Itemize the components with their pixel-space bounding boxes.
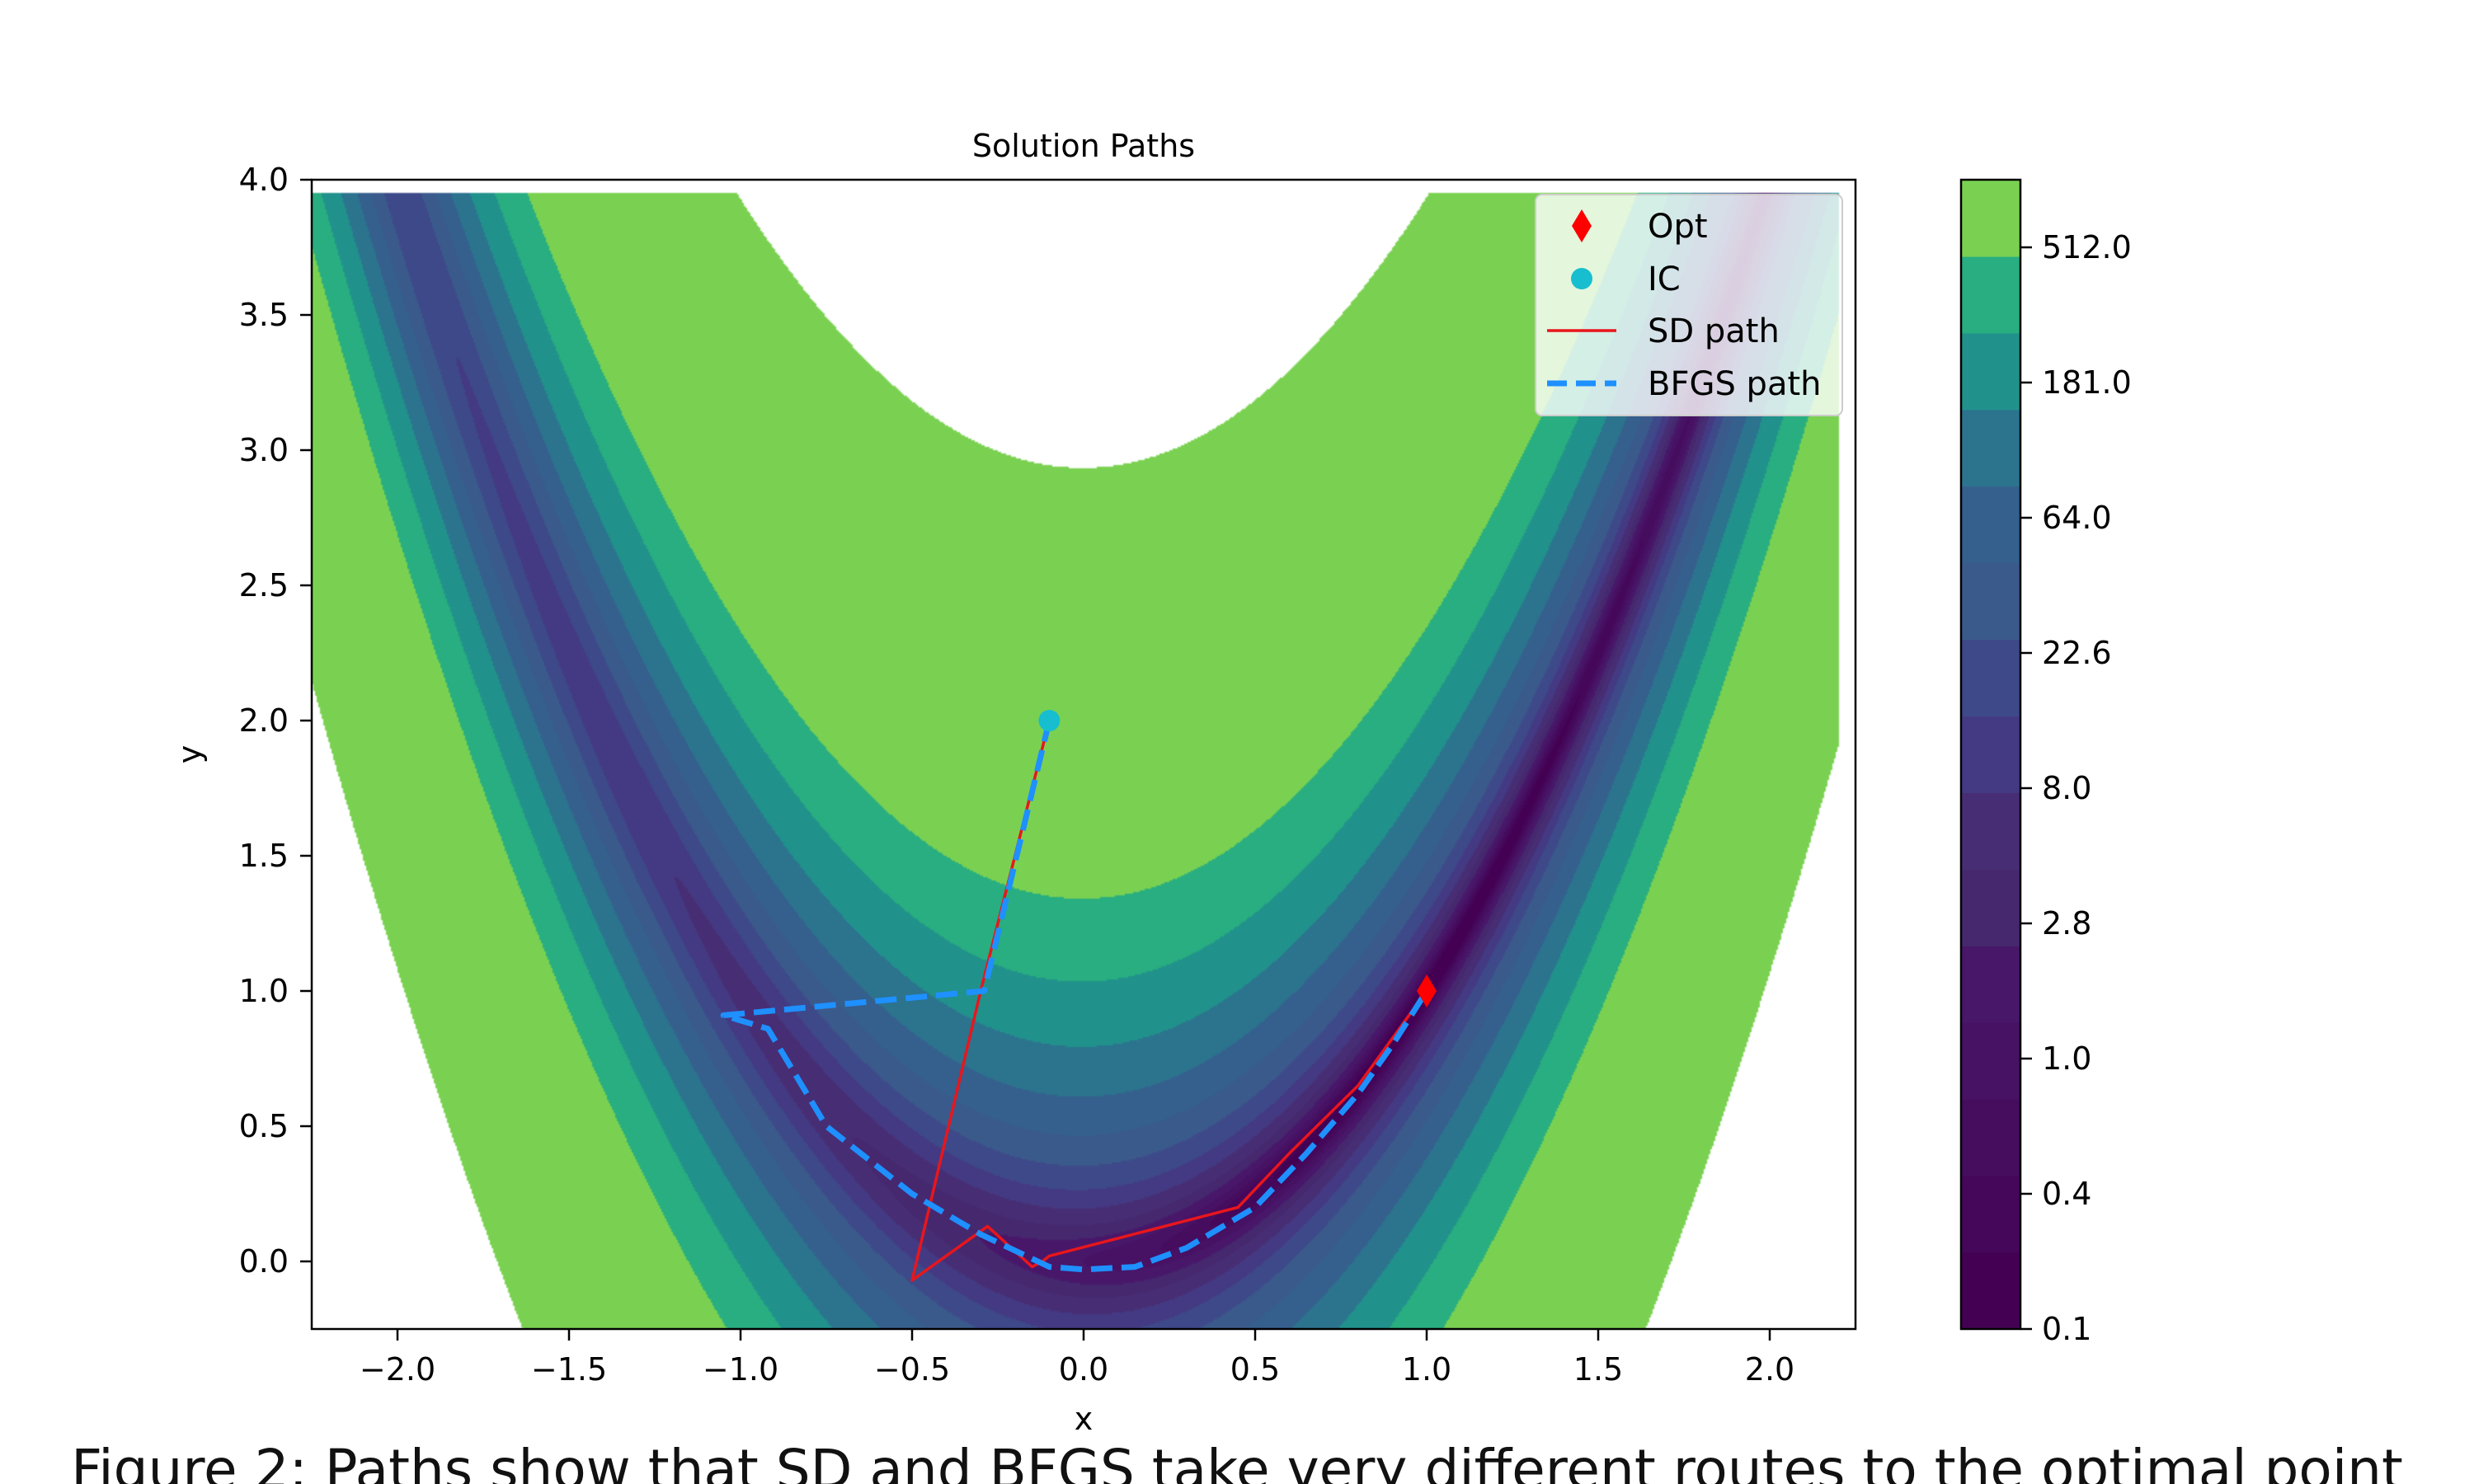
colorbar-tick-label: 181.0: [2042, 364, 2132, 401]
legend-entry-label: SD path: [1648, 312, 1780, 350]
colorbar-band: [1961, 640, 2020, 717]
colorbar-band: [1961, 180, 2020, 257]
x-tick-label: 1.0: [1402, 1351, 1451, 1388]
colorbar-band: [1961, 869, 2020, 946]
colorbar-band: [1961, 333, 2020, 411]
colorbar-band: [1961, 1099, 2020, 1176]
colorbar-band: [1961, 256, 2020, 334]
colorbar-tick-label: 22.6: [2042, 635, 2112, 671]
colorbar: 0.1 0.4 1.0 2.8 8.0 22.6 64.0 181.0 512.0: [1961, 180, 2132, 1347]
colorbar-tick-label: 0.1: [2042, 1311, 2091, 1347]
colorbar-tick-label: 2.8: [2042, 905, 2091, 942]
colorbar-band: [1961, 792, 2020, 870]
colorbar-band: [1961, 563, 2020, 641]
colorbar-tick-label: 0.4: [2042, 1176, 2091, 1212]
y-tick-label: 4.0: [239, 162, 289, 198]
y-tick-label: 2.0: [239, 702, 289, 739]
colorbar-band: [1961, 1022, 2020, 1100]
x-tick-label: 0.5: [1230, 1351, 1280, 1388]
colorbar-tick-label: 1.0: [2042, 1040, 2091, 1077]
colorbar-band: [1961, 486, 2020, 564]
colorbar-band: [1961, 410, 2020, 487]
x-axis: −2.0 −1.5 −1.0 −0.5 0.0 0.5 1.0 1.5 2.0: [360, 1329, 1794, 1388]
chart-title: Solution Paths: [972, 128, 1195, 164]
y-tick-label: 3.0: [239, 432, 289, 468]
colorbar-tick-label: 8.0: [2042, 770, 2091, 806]
ic-point-marker: [1038, 710, 1060, 731]
y-tick-label: 3.5: [239, 297, 289, 333]
y-tick-label: 0.0: [239, 1243, 289, 1280]
y-tick-label: 2.5: [239, 567, 289, 603]
colorbar-tick-label: 64.0: [2042, 500, 2112, 536]
colorbar-band: [1961, 716, 2020, 794]
legend-entry-label: BFGS path: [1648, 365, 1822, 403]
figure-caption: Figure 2: Paths show that SD and BFGS ta…: [0, 1433, 2474, 1484]
y-axis-label: y: [172, 745, 208, 764]
y-tick-label: 1.0: [239, 973, 289, 1009]
colorbar-tick-label: 512.0: [2042, 229, 2132, 265]
legend: Opt IC SD path BFGS path: [1536, 195, 1842, 416]
x-tick-label: −0.5: [874, 1351, 950, 1388]
y-tick-label: 0.5: [239, 1108, 289, 1144]
y-axis: 0.0 0.5 1.0 1.5 2.0 2.5 3.0 3.5 4.0: [239, 162, 312, 1280]
legend-entry-label: Opt: [1648, 208, 1708, 246]
x-tick-label: −1.0: [703, 1351, 778, 1388]
x-tick-label: 0.0: [1059, 1351, 1108, 1388]
colorbar-band: [1961, 946, 2020, 1023]
colorbar-band: [1961, 1252, 2020, 1330]
x-tick-label: 1.5: [1573, 1351, 1623, 1388]
x-tick-label: −2.0: [360, 1351, 435, 1388]
x-tick-label: −1.5: [531, 1351, 607, 1388]
colorbar-band: [1961, 1176, 2020, 1253]
legend-ic-marker: [1571, 268, 1592, 289]
x-axis-label: x: [1075, 1401, 1094, 1437]
x-tick-label: 2.0: [1745, 1351, 1794, 1388]
y-tick-label: 1.5: [239, 838, 289, 874]
legend-entry-label: IC: [1648, 261, 1681, 298]
